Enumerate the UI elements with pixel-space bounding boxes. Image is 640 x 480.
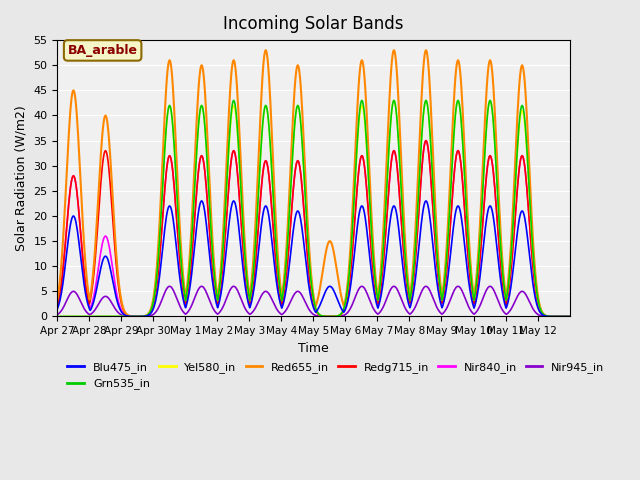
- Redg715_in: [54, 303, 61, 309]
- Redg715_in: [253, 249, 260, 255]
- Nir945_in: [54, 312, 61, 317]
- Grn535_in: [566, 313, 573, 319]
- Redg715_in: [114, 275, 122, 281]
- Nir840_in: [566, 313, 573, 319]
- Blu475_in: [198, 198, 205, 204]
- Nir945_in: [166, 284, 173, 289]
- Blu475_in: [367, 262, 374, 267]
- Redg715_in: [566, 313, 573, 319]
- Yel580_in: [233, 125, 241, 131]
- Grn535_in: [114, 313, 122, 319]
- Grn535_in: [234, 130, 241, 135]
- Grn535_in: [396, 151, 403, 157]
- Yel580_in: [208, 237, 216, 242]
- Grn535_in: [253, 215, 261, 220]
- Nir945_in: [209, 304, 216, 310]
- Red655_in: [54, 297, 61, 302]
- Redg715_in: [422, 138, 430, 144]
- Grn535_in: [54, 313, 61, 319]
- Redg715_in: [208, 255, 216, 261]
- Y-axis label: Solar Radiation (W/m2): Solar Radiation (W/m2): [15, 106, 28, 251]
- Blu475_in: [253, 262, 261, 267]
- Yel580_in: [54, 313, 61, 319]
- Blu475_in: [566, 313, 573, 319]
- Red655_in: [253, 203, 260, 209]
- Nir945_in: [253, 302, 261, 308]
- Grn535_in: [230, 97, 237, 103]
- Red655_in: [262, 48, 269, 53]
- Yel580_in: [366, 203, 374, 209]
- Nir840_in: [54, 303, 61, 309]
- Nir945_in: [114, 309, 122, 315]
- Red655_in: [396, 114, 403, 120]
- Nir945_in: [234, 288, 241, 294]
- Yel580_in: [396, 151, 403, 157]
- Grn535_in: [208, 237, 216, 242]
- Line: Red655_in: Red655_in: [58, 50, 570, 316]
- Nir840_in: [233, 166, 241, 171]
- Red655_in: [566, 313, 573, 319]
- Blu475_in: [54, 306, 61, 312]
- Line: Nir840_in: Nir840_in: [58, 141, 570, 316]
- Line: Redg715_in: Redg715_in: [58, 141, 570, 316]
- Redg715_in: [395, 180, 403, 186]
- Blu475_in: [234, 215, 241, 221]
- Nir840_in: [422, 138, 430, 144]
- Grn535_in: [367, 212, 374, 218]
- Nir840_in: [366, 229, 374, 235]
- Yel580_in: [114, 313, 122, 319]
- Nir945_in: [566, 313, 573, 319]
- Red655_in: [208, 222, 216, 228]
- Line: Blu475_in: Blu475_in: [58, 201, 570, 316]
- Nir945_in: [396, 291, 403, 297]
- Line: Nir945_in: Nir945_in: [58, 287, 570, 316]
- Yel580_in: [566, 313, 573, 319]
- Blu475_in: [396, 230, 403, 236]
- X-axis label: Time: Time: [298, 342, 329, 355]
- Red655_in: [233, 84, 241, 90]
- Yel580_in: [390, 97, 398, 103]
- Red655_in: [367, 193, 374, 199]
- Nir840_in: [208, 255, 216, 261]
- Line: Grn535_in: Grn535_in: [58, 100, 570, 316]
- Line: Yel580_in: Yel580_in: [58, 100, 570, 316]
- Redg715_in: [366, 229, 374, 235]
- Text: BA_arable: BA_arable: [68, 44, 138, 57]
- Blu475_in: [209, 277, 216, 283]
- Nir840_in: [114, 295, 122, 300]
- Yel580_in: [253, 226, 260, 232]
- Title: Incoming Solar Bands: Incoming Solar Bands: [223, 15, 404, 33]
- Nir840_in: [253, 249, 260, 255]
- Legend: Blu475_in, Grn535_in, Yel580_in, Red655_in, Redg715_in, Nir840_in, Nir945_in: Blu475_in, Grn535_in, Yel580_in, Red655_…: [63, 358, 609, 394]
- Redg715_in: [233, 166, 241, 171]
- Nir945_in: [367, 300, 374, 305]
- Red655_in: [114, 266, 122, 272]
- Blu475_in: [114, 300, 122, 305]
- Nir840_in: [395, 180, 403, 186]
